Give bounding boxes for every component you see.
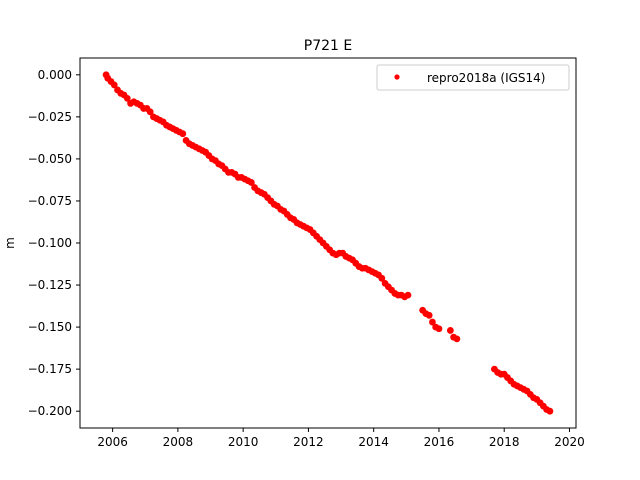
- y-tick-label: −0.025: [28, 110, 72, 124]
- data-point: [404, 291, 412, 299]
- legend-label: repro2018a (IGS14): [427, 71, 545, 85]
- legend: repro2018a (IGS14): [376, 64, 570, 91]
- x-tick-label: 2008: [163, 435, 194, 449]
- data-point: [378, 274, 386, 282]
- x-tick-label: 2010: [228, 435, 259, 449]
- x-tick-label: 2018: [489, 435, 520, 449]
- legend-marker: [394, 74, 400, 80]
- chart-title: P721 E: [304, 38, 352, 54]
- y-tick-label: −0.100: [28, 236, 72, 250]
- y-tick-label: 0.000: [38, 68, 72, 82]
- data-point: [446, 327, 454, 334]
- legend-box: [376, 64, 570, 91]
- y-tick-label: −0.200: [28, 404, 72, 418]
- data-point: [179, 130, 187, 138]
- x-tick-label: 2014: [358, 435, 389, 449]
- data-point: [146, 108, 154, 116]
- y-axis-label: m: [3, 237, 17, 249]
- plot-frame: [79, 57, 577, 429]
- y-axis: 0.000 −0.025 −0.050 −0.075 −0.100 −0.125 −0.15…: [28, 68, 80, 418]
- x-tick-label: 2012: [293, 435, 324, 449]
- data-points: [102, 71, 554, 415]
- x-tick-label: 2006: [97, 435, 128, 449]
- y-tick-label: −0.125: [28, 278, 72, 292]
- data-point: [429, 318, 436, 326]
- y-tick-label: −0.175: [28, 362, 72, 376]
- y-tick-label: −0.150: [28, 320, 72, 334]
- y-tick-label: −0.050: [28, 152, 72, 166]
- data-point: [435, 325, 443, 333]
- data-point: [247, 179, 255, 186]
- data-point: [110, 81, 118, 89]
- data-point: [453, 335, 461, 343]
- x-tick-label: 2016: [424, 435, 455, 449]
- y-tick-label: −0.075: [28, 194, 72, 208]
- data-point: [546, 407, 554, 415]
- x-tick-label: 2020: [554, 435, 585, 449]
- data-point: [123, 94, 131, 102]
- x-axis: 2006 2008 2010 2012 2014 2016 2018 2020: [97, 428, 585, 449]
- data-point: [425, 311, 433, 319]
